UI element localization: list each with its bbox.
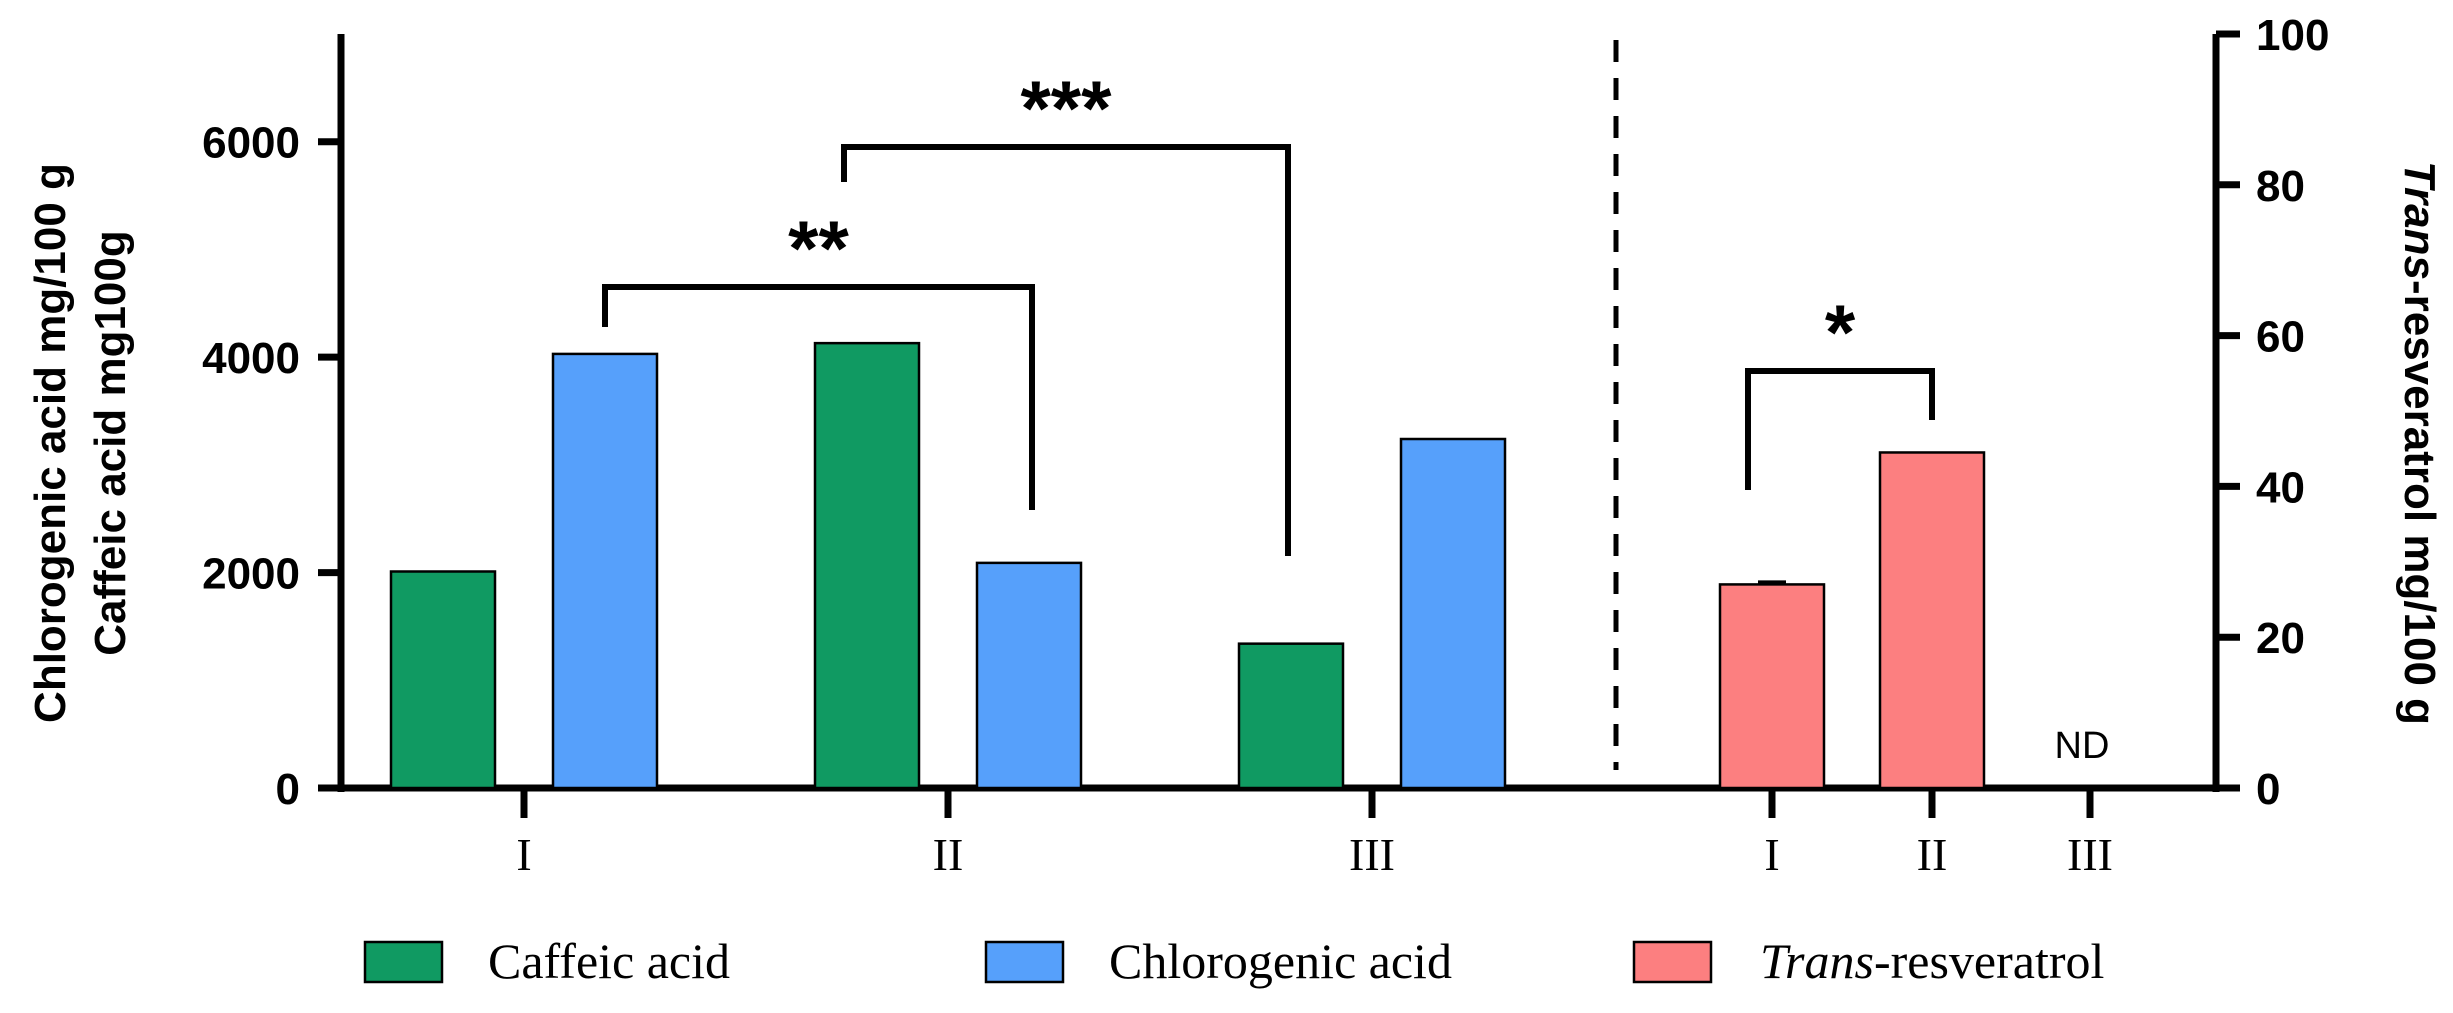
right-y-ticks: 0 20 40 60 80 100 — [2216, 11, 2329, 814]
significance-label: *** — [1020, 64, 1112, 152]
bar-chlorogenic-acid-I — [551, 352, 659, 790]
significance-label: * — [1825, 288, 1856, 376]
bar-caffeic-acid-II — [813, 341, 921, 790]
right-y-axis-label-italic: Trans — [2395, 161, 2444, 280]
x-category-label: I — [516, 829, 531, 880]
significance-label: ** — [788, 204, 849, 292]
legend-swatch-caffeic — [363, 940, 444, 984]
right-y-tick-label: 0 — [2256, 765, 2280, 814]
x-category-label: III — [1349, 829, 1395, 880]
significance-bracket — [602, 284, 1035, 510]
bar-chlorogenic-acid-III — [1399, 437, 1507, 790]
legend-swatch-resveratrol — [1632, 940, 1713, 984]
legend-label-chlorogenic: Chlorogenic acid — [1109, 933, 1452, 989]
bar-chlorogenic-acid-II — [975, 561, 1083, 790]
right-y-tick-label: 80 — [2256, 162, 2305, 211]
x-category-label: I — [1764, 829, 1779, 880]
not-detected-label: ND — [2055, 725, 2110, 767]
x-category-label: II — [1917, 829, 1948, 880]
legend-label-resveratrol: Trans-resveratrol — [1760, 933, 2104, 989]
right-y-tick-label: 100 — [2256, 11, 2329, 60]
x-category-label: II — [933, 829, 964, 880]
bar-trans-resveratrol-II — [1878, 451, 1986, 790]
left-y-axis-label-line2: Caffeic acid mg100g — [86, 230, 135, 656]
left-y-tick-label: 0 — [276, 765, 300, 814]
significance-markers: ****** — [602, 64, 1935, 556]
legend-label-resveratrol-rest: -resveratrol — [1874, 933, 2104, 989]
bar-caffeic-acid-III — [1237, 642, 1345, 790]
legend-label-caffeic: Caffeic acid — [488, 933, 730, 989]
left-y-tick-label: 6000 — [202, 119, 300, 168]
significance-bracket — [841, 144, 1291, 556]
bars — [389, 341, 1986, 790]
right-y-tick-label: 20 — [2256, 614, 2305, 663]
left-y-tick-label: 2000 — [202, 550, 300, 599]
right-y-axis-label-rest: -resveratrol mg/100 g — [2395, 280, 2444, 725]
left-y-tick-label: 4000 — [202, 334, 300, 383]
bar-caffeic-acid-I — [389, 570, 497, 790]
left-y-ticks: 0 2000 4000 6000 — [202, 119, 341, 814]
right-y-tick-label: 60 — [2256, 313, 2305, 362]
legend: Caffeic acid Chlorogenic acid Trans-resv… — [363, 933, 2104, 989]
legend-label-resveratrol-italic: Trans — [1760, 933, 1874, 989]
bar-trans-resveratrol-I — [1718, 583, 1826, 790]
x-category-labels: I II III I II III — [516, 788, 2113, 880]
significance-bracket — [1745, 368, 1935, 490]
right-y-axis-label: Trans-resveratrol mg/100 g — [2395, 161, 2444, 725]
legend-swatch-chlorogenic — [984, 940, 1065, 984]
x-category-label: III — [2067, 829, 2113, 880]
right-y-tick-label: 40 — [2256, 463, 2305, 512]
left-y-axis-label-line1: Chlorogenic acid mg/100 g — [26, 163, 75, 723]
